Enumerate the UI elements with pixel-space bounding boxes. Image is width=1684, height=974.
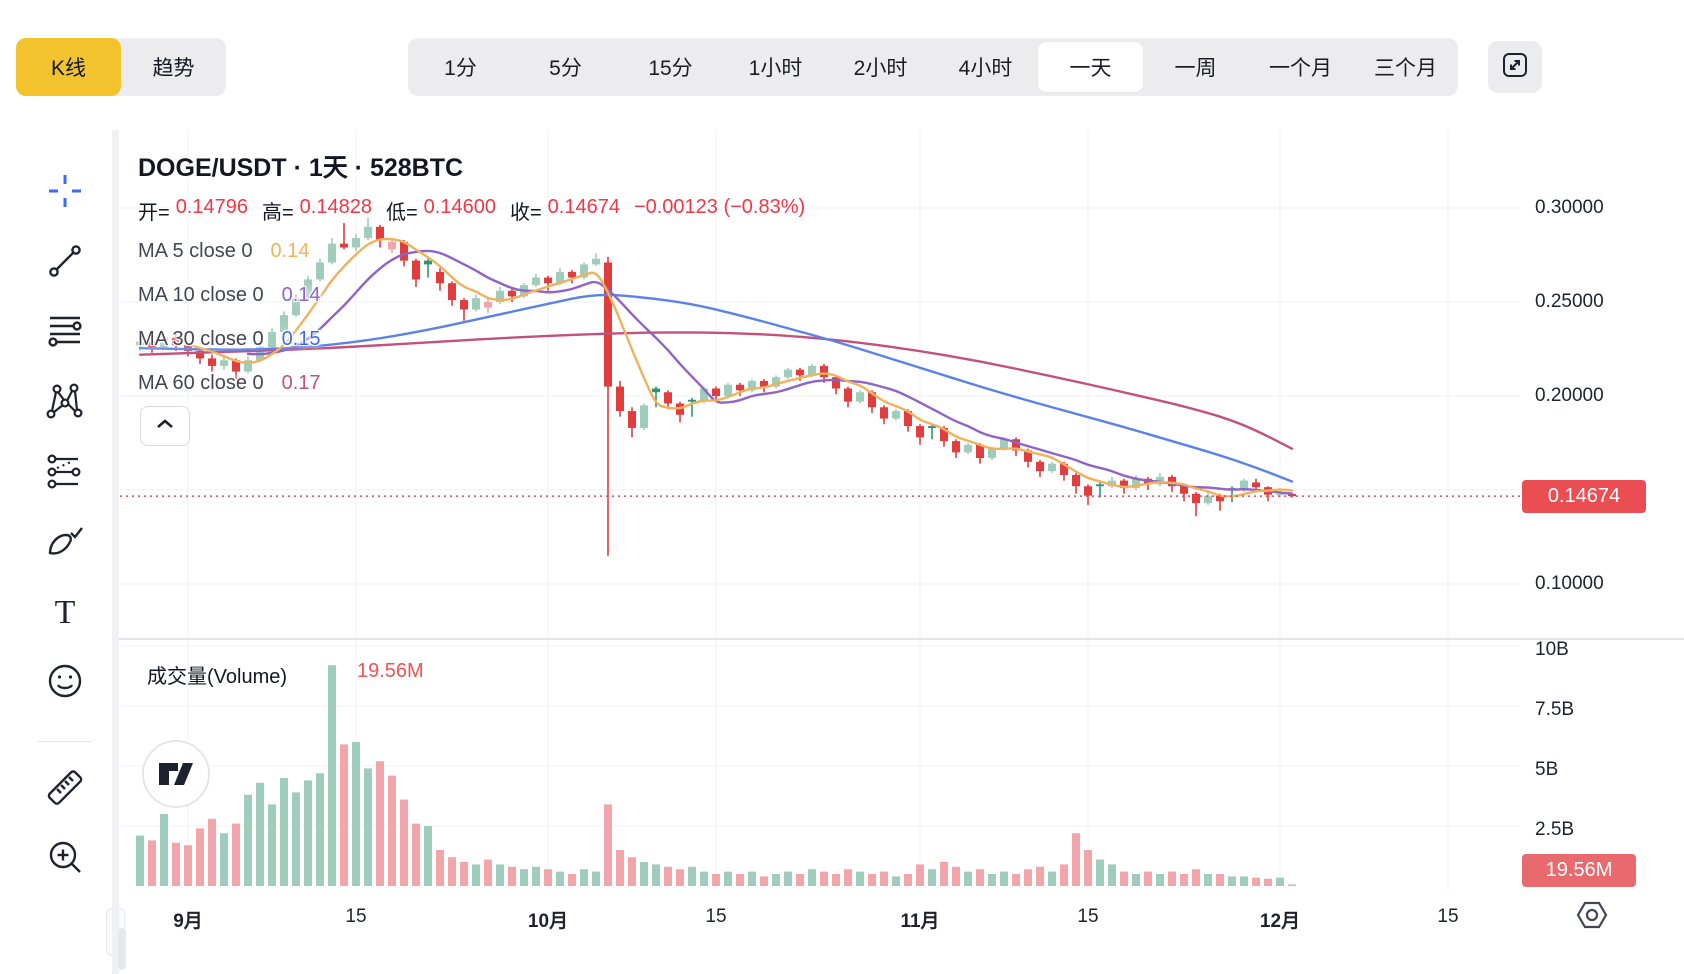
pane-divider[interactable] [119,638,1684,640]
scroll-thumb[interactable] [118,928,126,970]
legend-collapse-button[interactable] [140,406,190,446]
gear-icon [1575,899,1609,936]
current-volume-badge: 19.56M [1522,854,1636,887]
tab-kline[interactable]: K线 [16,38,121,96]
interval-1M[interactable]: 一个月 [1269,57,1332,80]
tradingview-logo[interactable] [142,740,210,808]
axis-tick-label: 12月 [1259,911,1301,932]
axis-tick-label: 0.10000 [1535,573,1604,594]
interval-switcher: 1分 5分 15分 1小时 2小时 4小时 一天 一周 一个月 三个月 [408,38,1458,96]
forecast-icon [44,451,86,496]
interval-1d[interactable]: 一天 [1038,42,1143,92]
zoom-in-icon [45,837,85,882]
forecast-tool[interactable] [36,447,94,499]
fib-retracement-icon [44,311,86,356]
axis-tick-label: 10B [1535,639,1569,660]
interval-3M[interactable]: 三个月 [1374,57,1437,80]
interval-1m[interactable]: 1分 [444,57,477,80]
axis-tick-label: 15 [1437,906,1459,927]
tv-glyph [159,763,193,785]
interval-5m[interactable]: 5分 [549,57,582,80]
axis-tick-label: 9月 [173,911,203,932]
axis-tick-label: 15 [1077,906,1099,927]
text-tool[interactable]: T [36,587,94,639]
settings-button[interactable] [1572,898,1612,936]
interval-1w[interactable]: 一周 [1174,57,1217,80]
axis-tick-label: 0.30000 [1535,197,1604,218]
trend-line-tool[interactable] [36,237,94,289]
toolbar-divider [38,741,92,742]
xabcd-pattern-icon [44,381,86,426]
axis-tick-label: 15 [705,906,727,927]
chart-type-switcher: K线 趋势 [16,38,226,96]
interval-1h[interactable]: 1小时 [748,57,803,80]
chevron-up-icon [156,417,174,435]
trend-line-icon [45,241,85,286]
axis-tick-label: 10月 [527,911,569,932]
axis-tick-label: 0.20000 [1535,385,1604,406]
interval-4h[interactable]: 4小时 [958,57,1013,80]
xabcd-pattern-tool[interactable] [36,377,94,429]
expand-icon [1500,50,1530,85]
axis-tick-label: 15 [345,906,367,927]
sidebar-separator [112,130,119,974]
axis-tick-label: 0.25000 [1535,291,1604,312]
axis-tick-label: 11月 [900,911,940,932]
fib-retracement-tool[interactable] [36,307,94,359]
interval-15m[interactable]: 15分 [648,57,693,80]
top-toolbar: K线 趋势 1分 5分 15分 1小时 2小时 4小时 一天 一周 一个月 三个… [0,0,1684,130]
interval-2h[interactable]: 2小时 [853,57,908,80]
axis-tick-label: 2.5B [1535,819,1575,840]
axis-tick-label: 5B [1535,759,1559,780]
brush-tool[interactable] [36,517,94,569]
emoji-tool[interactable] [36,657,94,709]
axis-tick-label: 7.5B [1535,699,1575,720]
drawing-toolbar: T [0,130,125,974]
brush-icon [44,521,86,566]
tab-trend[interactable]: 趋势 [152,57,195,80]
crosshair-icon [45,171,85,216]
fullscreen-button[interactable] [1488,41,1542,93]
current-price-badge: 0.14674 [1522,479,1646,513]
zoom-in-tool[interactable] [36,833,94,885]
crosshair-cursor-tool[interactable] [36,167,94,219]
ruler-icon [44,768,86,815]
emoji-icon [45,661,85,706]
text-icon: T [54,594,76,631]
ruler-tool[interactable] [36,765,94,817]
